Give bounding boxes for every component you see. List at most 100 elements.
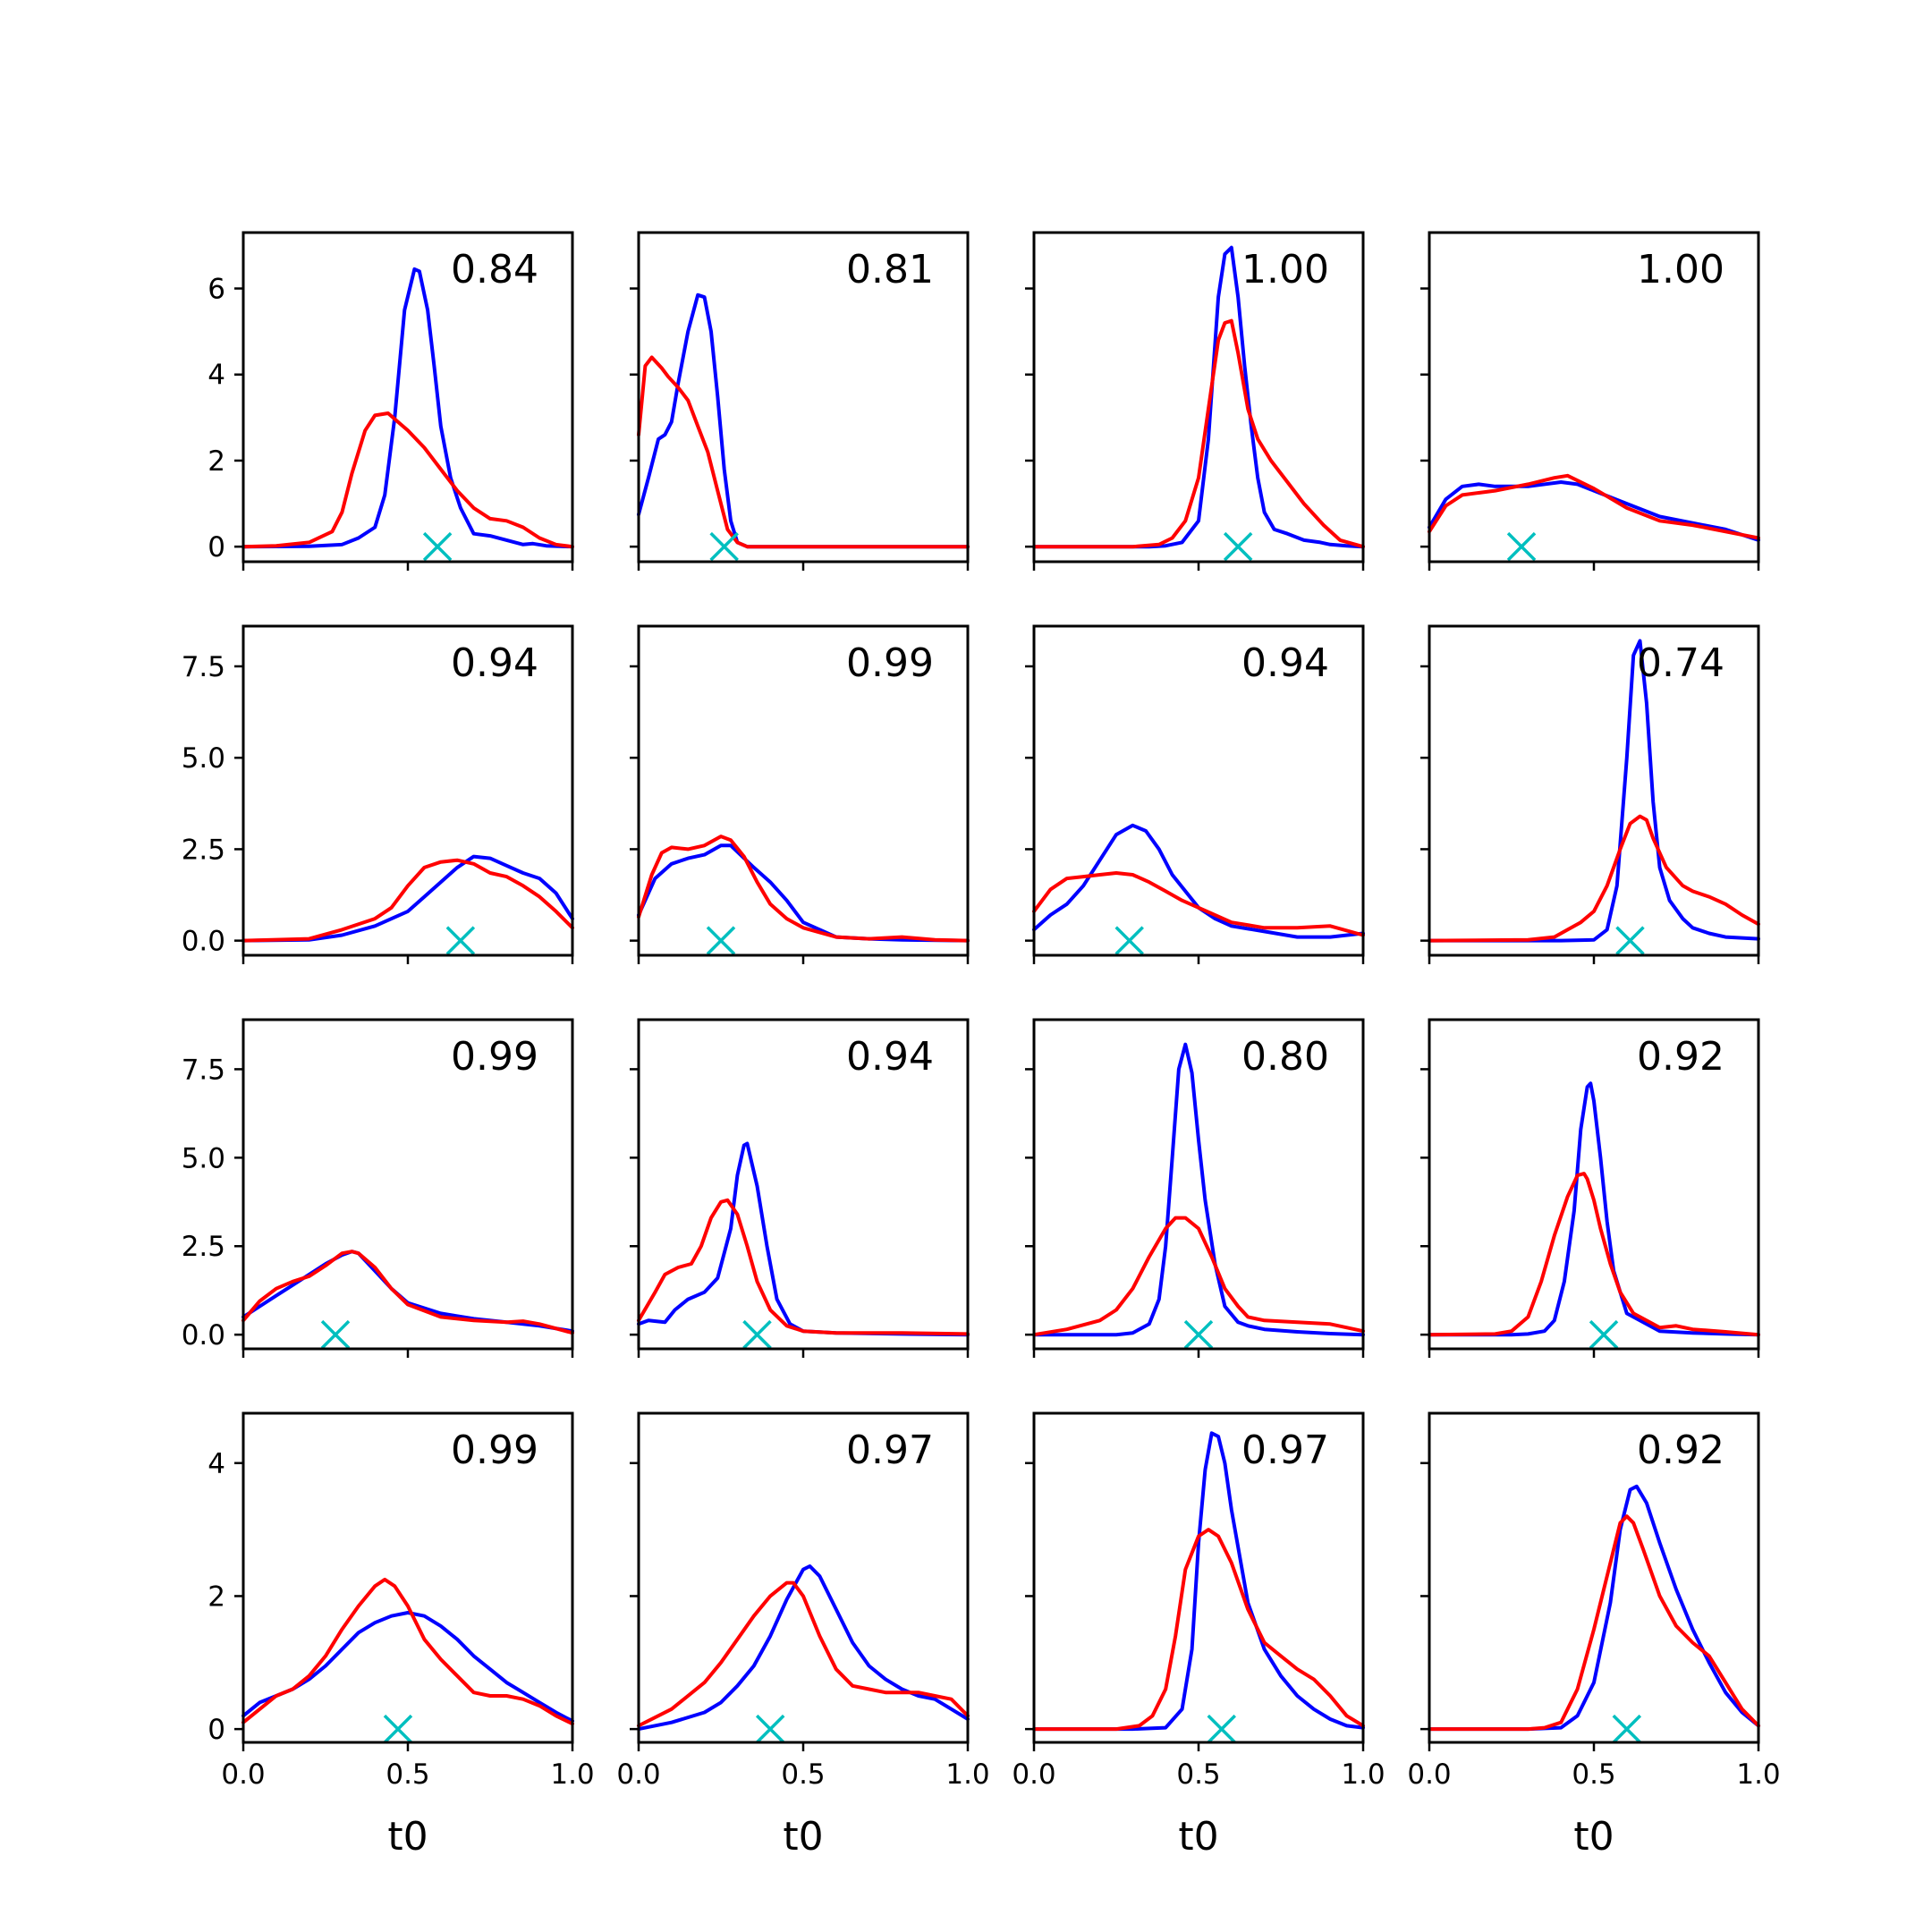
panel-r2-c0: 0.0 2.5 5.0 7.5 0.99 <box>182 1018 574 1358</box>
density-line-blue <box>1032 245 1365 549</box>
x-tick-label: 0.0 <box>1407 1758 1451 1791</box>
true-value-marker <box>755 1714 785 1744</box>
true-value-marker <box>422 531 453 562</box>
y-tick-label: 2 <box>208 445 225 478</box>
y-tick-label: 4 <box>208 360 225 392</box>
x-tick-label: 1.0 <box>550 1758 594 1791</box>
y-tick-label: 0.0 <box>182 926 225 958</box>
density-line-blue <box>1428 1081 1760 1337</box>
panel-score-label: 0.80 <box>1241 1034 1329 1080</box>
density-line-blue <box>637 1564 970 1732</box>
x-tick-label: 0.0 <box>616 1758 660 1791</box>
panel-score-label: 1.00 <box>1241 247 1329 292</box>
x-tick-label: 0.5 <box>386 1758 429 1791</box>
x-tick-label: 0.5 <box>1176 1758 1220 1791</box>
panel-score-label: 0.97 <box>846 1428 934 1473</box>
true-value-marker <box>1223 531 1253 562</box>
density-line-blue <box>1428 1484 1760 1732</box>
true-value-marker <box>742 1319 772 1350</box>
x-tick-label: 1.0 <box>1736 1758 1780 1791</box>
true-value-marker <box>1589 1319 1619 1350</box>
panel-r0-c1: 0.81 <box>630 231 970 571</box>
panel-score-label: 0.99 <box>451 1034 538 1080</box>
density-line-red <box>1032 318 1365 549</box>
y-tick-label: 5.0 <box>182 1142 225 1174</box>
density-line-red <box>1428 473 1760 540</box>
density-line-blue <box>242 267 574 549</box>
true-value-marker <box>1612 1714 1642 1744</box>
panel-score-label: 0.94 <box>451 640 538 686</box>
x-tick-label: 0.5 <box>781 1758 825 1791</box>
panel-score-label: 0.99 <box>846 640 934 686</box>
density-line-blue <box>242 854 574 943</box>
y-tick-label: 0.0 <box>182 1319 225 1352</box>
x-tick-label: 0.0 <box>1012 1758 1055 1791</box>
density-line-blue <box>1032 823 1365 939</box>
panel-score-label: 0.84 <box>451 247 538 292</box>
true-value-marker <box>1615 926 1645 955</box>
panel-r1-c3: 0.74 <box>1420 624 1760 964</box>
true-value-marker <box>1114 926 1144 955</box>
y-tick-label: 4 <box>208 1448 225 1480</box>
panel-score-label: 0.94 <box>1241 640 1329 686</box>
density-line-red <box>242 858 574 943</box>
density-line-blue <box>1428 639 1760 943</box>
panel-r3-c1: 0.0 0.5 1.0 t0 0.97 <box>616 1411 990 1860</box>
panel-r2-c1: 0.94 <box>630 1018 970 1358</box>
true-value-marker <box>1506 531 1537 562</box>
density-line-red <box>1428 814 1760 943</box>
y-tick-label: 2 <box>208 1580 225 1613</box>
density-line-blue <box>1032 1431 1365 1732</box>
y-tick-label: 7.5 <box>182 651 225 683</box>
true-value-marker <box>706 926 736 955</box>
y-tick-label: 7.5 <box>182 1054 225 1086</box>
x-tick-label: 0.5 <box>1572 1758 1615 1791</box>
true-value-marker <box>383 1714 413 1744</box>
density-line-blue <box>1032 1042 1365 1337</box>
true-value-marker <box>709 531 739 562</box>
density-line-red <box>242 411 574 549</box>
true-value-marker <box>1183 1319 1214 1350</box>
true-value-marker <box>1207 1714 1236 1744</box>
x-axis-label: t0 <box>783 1814 823 1860</box>
panel-r3-c0: 0 2 4 0.0 0.5 1.0 t0 0.99 <box>208 1411 595 1860</box>
y-tick-label: 2.5 <box>182 834 225 866</box>
panel-score-label: 0.99 <box>451 1428 538 1473</box>
density-line-red <box>242 1577 574 1726</box>
x-axis-label: t0 <box>1573 1814 1614 1860</box>
density-line-red <box>637 355 970 549</box>
density-line-red <box>637 835 970 943</box>
panel-r0-c0: 0 2 4 6 0.84 <box>208 231 574 571</box>
density-line-blue <box>1428 480 1760 542</box>
panel-r1-c0: 0.0 2.5 5.0 7.5 0.94 <box>182 624 574 964</box>
density-line-red <box>1032 871 1365 937</box>
true-value-marker <box>320 1319 351 1350</box>
panel-score-label: 0.74 <box>1637 640 1724 686</box>
density-line-red <box>637 1198 970 1336</box>
density-line-red <box>1428 1172 1760 1337</box>
panel-r0-c3: 1.00 <box>1420 231 1760 571</box>
y-tick-label: 5.0 <box>182 742 225 775</box>
panel-score-label: 1.00 <box>1637 247 1724 292</box>
panel-score-label: 0.97 <box>1241 1428 1329 1473</box>
density-line-red <box>242 1250 574 1335</box>
panel-r2-c2: 0.80 <box>1025 1018 1365 1358</box>
panel-r1-c1: 0.99 <box>630 624 970 964</box>
y-tick-label: 0 <box>208 1714 225 1746</box>
x-tick-label: 0.0 <box>221 1758 265 1791</box>
x-axis-label: t0 <box>1178 1814 1218 1860</box>
x-axis-label: t0 <box>387 1814 428 1860</box>
y-tick-label: 6 <box>208 274 225 306</box>
panel-r3-c3: 0.0 0.5 1.0 t0 0.92 <box>1407 1411 1781 1860</box>
panel-r0-c2: 1.00 <box>1025 231 1365 571</box>
density-line-red <box>637 1580 970 1728</box>
density-line-red <box>1428 1514 1760 1732</box>
true-value-marker <box>445 926 476 955</box>
panel-r3-c2: 0.0 0.5 1.0 t0 0.97 <box>1012 1411 1385 1860</box>
panel-r1-c2: 0.94 <box>1025 624 1365 964</box>
panel-score-label: 0.81 <box>846 247 934 292</box>
y-tick-label: 0 <box>208 531 225 564</box>
density-line-red <box>1032 1216 1365 1337</box>
